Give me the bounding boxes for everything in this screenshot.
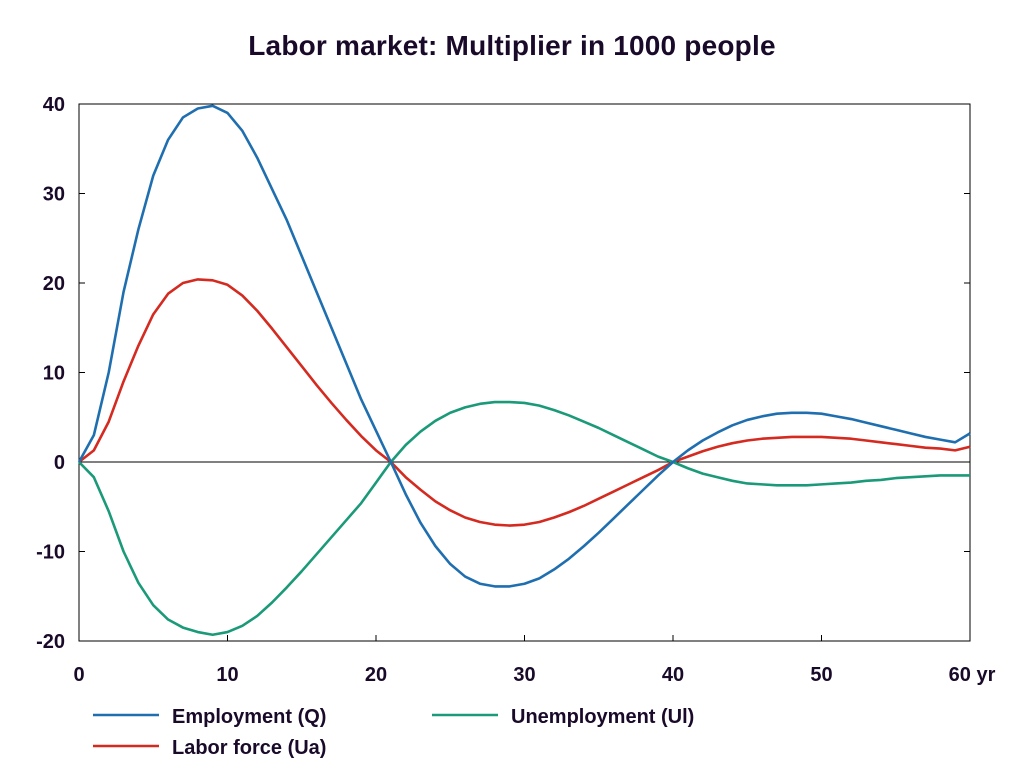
y-tick-label: 40 <box>43 94 65 116</box>
y-tick-label: 30 <box>43 184 65 206</box>
x-tick-label: 50 <box>810 664 832 686</box>
y-tick-label: 20 <box>43 273 65 295</box>
chart-title: Labor market: Multiplier in 1000 people <box>248 30 776 61</box>
y-tick-label: 10 <box>43 363 65 385</box>
series-line <box>77 104 971 588</box>
x-tick-label: 20 <box>365 664 387 686</box>
y-tick-label: -10 <box>36 542 65 564</box>
y-tick-label: -20 <box>36 631 65 653</box>
series-line <box>78 400 970 637</box>
x-tick-label: 0 <box>73 664 84 686</box>
y-tick-label: 0 <box>54 452 65 474</box>
x-tick-label: 60 yr <box>949 664 996 686</box>
legend-label: Unemployment (Ul) <box>511 706 694 728</box>
series-line <box>78 278 971 527</box>
x-tick-label: 40 <box>662 664 684 686</box>
x-tick-label: 30 <box>513 664 535 686</box>
legend-label: Employment (Q) <box>172 706 326 728</box>
x-tick-label: 10 <box>216 664 238 686</box>
legend-label: Labor force (Ua) <box>172 737 326 759</box>
plot-area-frame <box>78 103 971 642</box>
